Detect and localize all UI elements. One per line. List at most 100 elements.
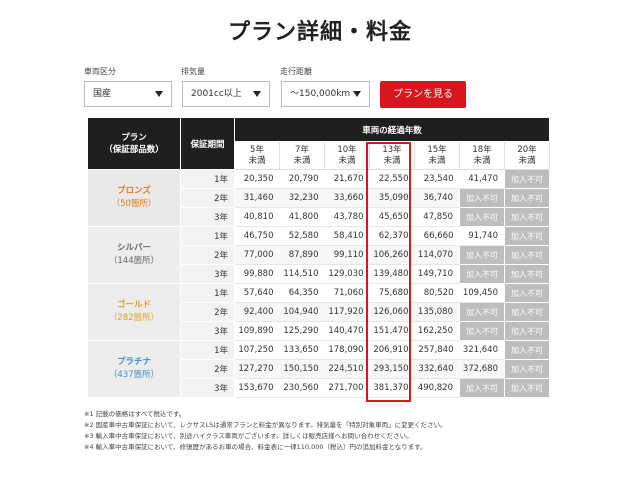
mileage-select[interactable]: 〜150,000km — [281, 81, 370, 107]
price-cell: 71,060 — [324, 283, 370, 303]
period-cell: 2年 — [180, 302, 235, 322]
vehicle-type-label: 車両区分 — [84, 67, 116, 76]
not-available-cell: 加入不可 — [459, 245, 505, 265]
price-cell: 35,090 — [369, 188, 415, 208]
mileage-label: 走行距離 — [280, 67, 312, 76]
period-cell: 1年 — [180, 340, 235, 360]
price-cell: 127,270 — [234, 359, 280, 379]
table-row: シルバー （144箇所） 1年 46,750 52,580 58,410 62,370 66,… — [87, 226, 550, 284]
price-cell: 230,560 — [279, 378, 325, 398]
period-cell: 1年 — [180, 283, 235, 303]
chevron-down-icon — [253, 91, 261, 97]
price-cell: 21,670 — [324, 169, 370, 189]
price-cell: 109,890 — [234, 321, 280, 341]
plan-parts-count: （144箇所） — [108, 256, 160, 266]
age-column-header: 7年 未満 — [279, 141, 325, 170]
price-cell: 66,660 — [414, 226, 460, 246]
displacement-select[interactable]: 2001cc以上 — [182, 81, 270, 107]
not-available-cell: 加入不可 — [504, 283, 550, 303]
price-cell: 20,790 — [279, 169, 325, 189]
chevron-down-icon — [353, 91, 361, 97]
price-cell: 41,470 — [459, 169, 505, 189]
table-row: 3年 99,880 114,510 129,030 139,480 149,710 加入不可… — [88, 264, 550, 284]
period-cell: 3年 — [180, 264, 235, 284]
period-cell: 2年 — [180, 245, 235, 265]
price-cell: 162,250 — [414, 321, 460, 341]
price-cell: 91,740 — [459, 226, 505, 246]
view-plan-button[interactable]: プランを見る — [380, 81, 466, 108]
not-available-cell: 加入不可 — [504, 169, 550, 189]
period-cell: 3年 — [180, 207, 235, 227]
table-row: 2年 127,270 150,150 224,510 293,150 332,640 372… — [88, 359, 550, 379]
not-available-cell: 加入不可 — [504, 226, 550, 246]
table-row: 2年 92,400 104,940 117,920 126,060 135,080 加入不可… — [88, 302, 550, 322]
plan-cell: ブロンズ （50箇所） — [87, 169, 181, 227]
price-cell: 92,400 — [234, 302, 280, 322]
price-cell: 36,740 — [414, 188, 460, 208]
not-available-cell: 加入不可 — [459, 207, 505, 227]
price-cell: 381,370 — [369, 378, 415, 398]
footnote: ※1 記載の価格はすべて税込です。 — [84, 410, 186, 418]
price-cell: 224,510 — [324, 359, 370, 379]
price-cell: 140,470 — [324, 321, 370, 341]
price-cell: 153,670 — [234, 378, 280, 398]
not-available-cell: 加入不可 — [459, 188, 505, 208]
period-header: 保証期間 — [180, 117, 235, 170]
period-cell: 2年 — [180, 188, 235, 208]
period-cell: 3年 — [180, 378, 235, 398]
not-available-cell: 加入不可 — [504, 359, 550, 379]
price-cell: 20,350 — [234, 169, 280, 189]
price-cell: 43,780 — [324, 207, 370, 227]
price-cell: 57,640 — [234, 283, 280, 303]
table-row: 3年 109,890 125,290 140,470 151,470 162,250 加入不… — [88, 321, 550, 341]
age-column-header: 13年 未満 — [369, 141, 415, 170]
price-cell: 372,680 — [459, 359, 505, 379]
price-cell: 332,640 — [414, 359, 460, 379]
vehicle-type-value: 国産 — [93, 89, 112, 99]
plan-parts-count: （437箇所） — [108, 370, 160, 380]
price-cell: 321,640 — [459, 340, 505, 360]
age-header: 車両の経過年数 — [234, 117, 550, 142]
price-cell: 22,550 — [369, 169, 415, 189]
table-row: ブロンズ （50箇所） 1年 20,350 20,790 21,670 22,550 23,5… — [87, 169, 550, 227]
table-row: 2年 77,000 87,890 99,110 106,260 114,070 加入不可 加入… — [88, 245, 550, 265]
not-available-cell: 加入不可 — [504, 264, 550, 284]
footnotes: ※1 記載の価格はすべて税込です。 ※2 国産車中古車保証において、レクサスLS… — [84, 409, 447, 453]
price-table: プラン （保証部品数） 保証期間 車両の経過年数 5年 未満 7年 未満 10年 未… — [87, 117, 550, 398]
vehicle-type-select[interactable]: 国産 — [84, 81, 172, 107]
price-cell: 52,580 — [279, 226, 325, 246]
price-cell: 151,470 — [369, 321, 415, 341]
price-cell: 135,080 — [414, 302, 460, 322]
table-row: 3年 153,670 230,560 271,700 381,370 490,820 加入不… — [88, 378, 550, 398]
price-cell: 109,450 — [459, 283, 505, 303]
price-cell: 64,350 — [279, 283, 325, 303]
price-cell: 104,940 — [279, 302, 325, 322]
price-cell: 31,460 — [234, 188, 280, 208]
price-cell: 490,820 — [414, 378, 460, 398]
price-cell: 125,290 — [279, 321, 325, 341]
age-column-header: 10年 未満 — [324, 141, 370, 170]
price-cell: 114,510 — [279, 264, 325, 284]
not-available-cell: 加入不可 — [459, 302, 505, 322]
plan-cell: プラチナ （437箇所） — [87, 340, 181, 398]
price-cell: 257,840 — [414, 340, 460, 360]
table-row: 2年 31,460 32,230 33,660 35,090 36,740 加入不可 加入不可 — [88, 188, 550, 208]
plan-name: シルバー — [116, 243, 151, 253]
price-cell: 117,920 — [324, 302, 370, 322]
plan-name: ゴールド — [116, 300, 151, 310]
not-available-cell: 加入不可 — [504, 321, 550, 341]
price-cell: 41,800 — [279, 207, 325, 227]
price-cell: 99,880 — [234, 264, 280, 284]
chevron-down-icon — [155, 91, 163, 97]
price-cell: 129,030 — [324, 264, 370, 284]
footnote: ※2 国産車中古車保証において、レクサスLSは通常プランと料金が異なります。排気… — [84, 421, 447, 429]
not-available-cell: 加入不可 — [504, 207, 550, 227]
price-cell: 114,070 — [414, 245, 460, 265]
price-cell: 206,910 — [369, 340, 415, 360]
price-cell: 133,650 — [279, 340, 325, 360]
price-cell: 139,480 — [369, 264, 415, 284]
price-cell: 47,850 — [414, 207, 460, 227]
age-column-header: 5年 未満 — [234, 141, 280, 170]
not-available-cell: 加入不可 — [459, 264, 505, 284]
price-cell: 45,650 — [369, 207, 415, 227]
